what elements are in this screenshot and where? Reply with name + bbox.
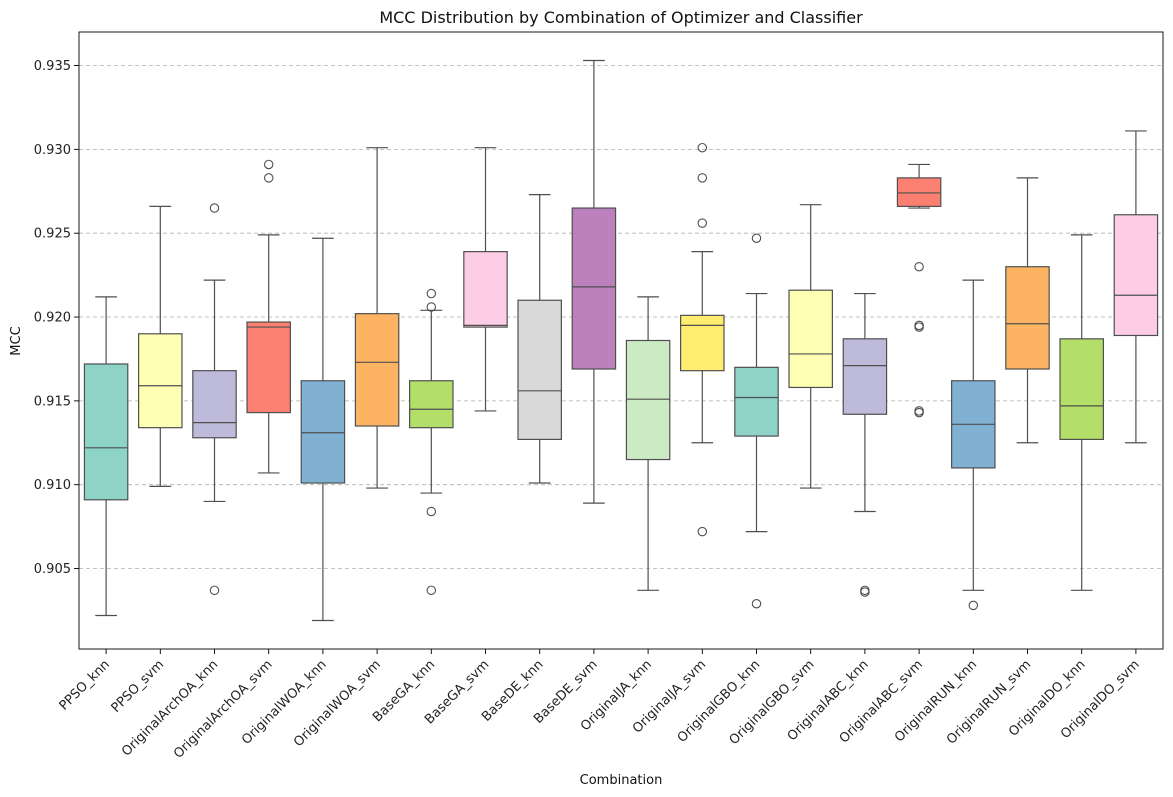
iqr-box <box>463 251 508 328</box>
iqr-box <box>625 339 671 461</box>
box-group <box>192 203 237 596</box>
outlier-point <box>751 233 762 243</box>
iqr-box <box>1059 338 1104 441</box>
outlier-point <box>914 322 924 332</box>
box-group <box>138 205 183 487</box>
x-tick-label: PPSO_knn <box>57 657 113 713</box>
outlier-point <box>426 585 437 596</box>
box-group <box>896 163 942 418</box>
y-gridlines <box>79 65 1163 569</box>
outlier-point <box>697 173 708 183</box>
y-tick-label: 0.905 <box>34 562 71 577</box>
box-group <box>788 204 833 489</box>
iqr-box <box>517 299 562 441</box>
outlier-point <box>209 203 220 213</box>
outlier-point <box>263 173 274 183</box>
outlier-point <box>860 587 870 597</box>
y-tick-label: 0.920 <box>34 311 71 326</box>
outlier-point <box>263 159 274 170</box>
iqr-box <box>192 370 237 439</box>
box-group <box>463 147 508 412</box>
iqr-box <box>354 313 400 427</box>
box-group <box>83 296 129 617</box>
outlier-point <box>426 288 437 299</box>
iqr-box <box>1113 214 1159 337</box>
box-group <box>409 288 454 596</box>
outlier-point <box>697 526 708 537</box>
x-tick-label: OriginalArchOA_knn <box>119 657 221 759</box>
iqr-box <box>734 366 779 437</box>
iqr-box <box>138 333 183 429</box>
outlier-point <box>426 302 437 312</box>
box-group <box>625 296 671 591</box>
y-tick-label: 0.915 <box>34 394 71 409</box>
y-axis-title: MCC <box>9 326 24 355</box>
iqr-box <box>300 380 346 484</box>
box-group <box>246 159 291 474</box>
outlier-point <box>209 585 220 596</box>
y-axis-ticks: 0.905 0.910 0.915 0.920 0.925 0.930 0.935 <box>34 59 79 577</box>
y-tick-label: 0.930 <box>34 143 71 158</box>
box-group <box>734 233 779 609</box>
iqr-box <box>680 314 725 372</box>
outlier-point <box>426 506 437 517</box>
box-group <box>571 59 617 504</box>
box-group <box>517 194 562 484</box>
y-tick-label: 0.925 <box>34 227 71 242</box>
iqr-box <box>896 177 942 207</box>
x-tick-label: PPSO_svm <box>109 657 168 716</box>
x-tick-label: OriginalArchOA_svm <box>171 657 275 761</box>
iqr-box <box>842 338 888 415</box>
outlier-point <box>914 261 924 272</box>
chart-title: MCC Distribution by Combination of Optim… <box>379 8 863 27</box>
iqr-box <box>409 380 454 429</box>
boxes <box>83 59 1159 622</box>
box-group <box>1005 177 1050 444</box>
box-group <box>951 279 996 611</box>
box-group <box>1059 234 1104 591</box>
outlier-point <box>751 598 762 609</box>
iqr-box <box>1005 266 1050 370</box>
outlier-point <box>968 600 979 611</box>
iqr-box <box>246 321 291 414</box>
iqr-box <box>83 363 129 501</box>
iqr-box <box>571 207 617 370</box>
box-group <box>300 237 346 622</box>
y-tick-label: 0.910 <box>34 478 71 493</box>
outlier-point <box>697 218 708 228</box>
plot-area-frame <box>78 31 1164 650</box>
box-group <box>354 147 400 489</box>
outlier-point <box>697 142 708 153</box>
x-axis-ticks: PPSO_knnPPSO_svmOriginalArchOA_knnOrigin… <box>57 649 1143 762</box>
x-axis-title: Combination <box>580 773 663 788</box>
box-group <box>1113 130 1159 444</box>
box-group <box>680 142 725 537</box>
outlier-point <box>914 407 924 418</box>
box-group <box>842 292 888 597</box>
iqr-box <box>788 289 833 389</box>
y-tick-label: 0.935 <box>34 59 71 74</box>
